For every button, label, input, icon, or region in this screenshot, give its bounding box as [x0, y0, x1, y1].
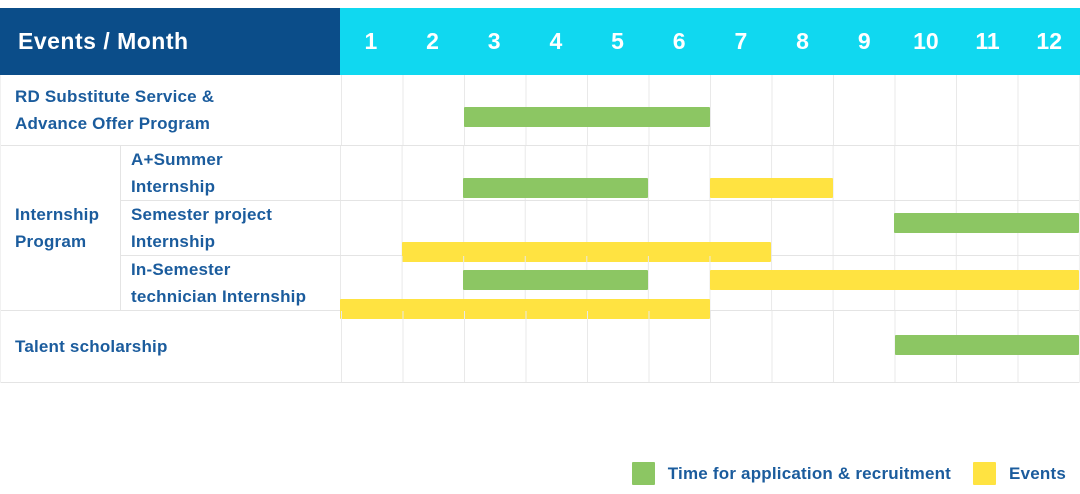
gantt-schedule-table: Events / Month 1 2 3 4 5 6 7 8 9 10 11 12 RD Substi…: [0, 8, 1080, 383]
row-chart-area: [341, 75, 1079, 145]
table-row: RD Substitute Service & Advance Offer Pr…: [1, 75, 1079, 146]
legend-swatch-yellow: [973, 462, 997, 485]
month-header-cell: 3: [487, 28, 501, 54]
row-label-in-semester-technician: In-Semester technician Internship: [121, 256, 340, 310]
month-header-cell: 10: [913, 28, 939, 54]
row-label-line: Talent scholarship: [15, 337, 168, 356]
row-label-a-plus-summer: A+Summer Internship: [121, 146, 340, 200]
group-subrows: A+Summer Internship Semester project Int…: [121, 146, 1079, 319]
row-label-line: Internship: [131, 232, 216, 251]
row-chart-area: [340, 146, 1079, 200]
row-label-line: In-Semester: [131, 260, 231, 279]
legend: Time for application & recruitment Event…: [631, 462, 1066, 485]
month-header-cell: 2: [426, 28, 439, 54]
row-label-line: technician Internship: [131, 287, 307, 306]
table-row: A+Summer Internship: [121, 146, 1079, 201]
row-label-line: A+Summer: [131, 150, 223, 169]
legend-label: Time for application & recruitment: [667, 463, 952, 483]
recruitment-bar: [894, 213, 1079, 233]
events-bar: [709, 178, 833, 198]
month-header-cell: 11: [975, 28, 1000, 54]
group-label-line: Program: [15, 232, 87, 251]
row-chart-area: [340, 201, 1079, 262]
group-label-internship-program: Internship Program: [1, 146, 121, 310]
row-label-line: RD Substitute Service &: [15, 87, 215, 106]
recruitment-bar: [463, 270, 648, 290]
legend-item-recruitment: Time for application & recruitment: [631, 462, 952, 485]
month-header-cell: 5: [611, 28, 624, 54]
month-header-cell: 7: [734, 28, 748, 54]
table-header: Events / Month 1 2 3 4 5 6 7 8 9 10 11 12: [0, 8, 1080, 75]
row-label-rd-substitute: RD Substitute Service & Advance Offer Pr…: [1, 75, 341, 145]
row-label-talent-scholarship: Talent scholarship: [1, 311, 341, 382]
row-label-line: Internship: [131, 177, 216, 196]
row-chart-area: [341, 311, 1079, 382]
table-row: Semester project Internship: [121, 201, 1079, 262]
row-label-line: Semester project: [131, 205, 273, 224]
recruitment-bar: [463, 178, 648, 198]
legend-label: Events: [1009, 463, 1066, 483]
legend-swatch-green: [631, 462, 655, 485]
events-bar: [709, 270, 1079, 290]
header-corner-title: Events / Month: [0, 8, 340, 75]
month-header-cell: 12: [1036, 28, 1063, 54]
table-row: In-Semester technician Internship: [121, 256, 1079, 319]
month-header-cell: 4: [549, 28, 563, 54]
row-label-line: Advance Offer Program: [15, 114, 211, 133]
internship-program-group: Internship Program A+Summer Internship S…: [1, 146, 1079, 319]
row-chart-area: [340, 256, 1079, 319]
month-header-cell: 8: [796, 28, 809, 54]
table-row: Talent scholarship: [1, 311, 1079, 383]
legend-item-events: Events: [973, 462, 1066, 485]
recruitment-bar: [464, 107, 710, 127]
month-header-cell: 6: [672, 28, 686, 54]
month-header-cell: 1: [364, 28, 378, 54]
group-label-line: Internship: [15, 205, 100, 224]
row-label-semester-project: Semester project Internship: [121, 201, 340, 255]
recruitment-bar: [894, 335, 1079, 355]
table-body: RD Substitute Service & Advance Offer Pr…: [0, 75, 1080, 383]
month-header-cell: 9: [857, 28, 871, 54]
month-header-row: 1 2 3 4 5 6 7 8 9 10 11 12: [340, 8, 1080, 75]
